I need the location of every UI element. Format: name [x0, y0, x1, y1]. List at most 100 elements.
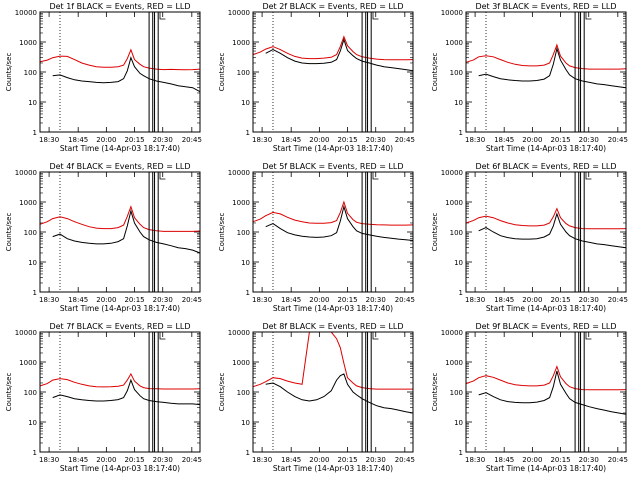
x-tick-label: 18:45 — [281, 296, 301, 304]
y-tick-label: 1 — [246, 449, 250, 457]
y-tick-label: 100 — [237, 389, 250, 397]
detector-panel-6: Det 6f BLACK = Events, RED = LLD Counts/s… — [431, 162, 628, 313]
panel-title: Det 7f BLACK = Events, RED = LLD — [49, 322, 190, 331]
y-tick-label: 100 — [24, 229, 37, 237]
y-tick-label: 10000 — [15, 169, 37, 177]
y-tick-label: 1000 — [445, 359, 463, 367]
x-tick-label: 20:30 — [153, 136, 173, 144]
series-line-events — [265, 37, 414, 72]
x-tick-label: 20:30 — [366, 456, 386, 464]
x-tick-label: 20:00 — [96, 456, 116, 464]
x-axis-label: Start Time (14-Apr-03 18:17:40) — [273, 304, 393, 313]
series-line-lld — [465, 43, 627, 70]
y-tick-label: 100 — [24, 69, 37, 77]
x-tick-label: 20:15 — [124, 456, 144, 464]
y-tick-label: 10 — [28, 419, 37, 427]
bracket-marker — [159, 12, 166, 20]
interval-box-marker — [361, 331, 367, 453]
series-line-events — [478, 370, 627, 415]
detector-panel-4: Det 4f BLACK = Events, RED = LLD Counts/s… — [5, 162, 202, 313]
x-tick-label: 20:00 — [522, 296, 542, 304]
x-tick-label: 20:00 — [522, 456, 542, 464]
interval-box-marker — [361, 11, 367, 133]
y-tick-label: 1 — [33, 289, 37, 297]
x-tick-label: 18:45 — [494, 296, 514, 304]
y-tick-label: 1 — [459, 129, 463, 137]
y-tick-label: 1000 — [19, 359, 37, 367]
x-tick-label: 18:45 — [281, 456, 301, 464]
interval-box-marker — [574, 331, 580, 453]
y-tick-label: 1 — [459, 449, 463, 457]
series-line-events — [265, 204, 414, 241]
x-tick-label: 20:45 — [608, 456, 628, 464]
plot-frame — [39, 171, 201, 293]
series-line-lld — [39, 205, 201, 232]
panel-title: Det 1f BLACK = Events, RED = LLD — [49, 2, 190, 11]
x-tick-label: 20:15 — [337, 136, 357, 144]
x-tick-label: 20:45 — [182, 296, 202, 304]
y-tick-label: 100 — [237, 69, 250, 77]
x-tick-label: 20:15 — [124, 296, 144, 304]
x-tick-label: 20:45 — [395, 296, 415, 304]
y-tick-label: 10 — [241, 99, 250, 107]
panel-title: Det 5f BLACK = Events, RED = LLD — [262, 162, 403, 171]
interval-box-marker — [574, 171, 580, 293]
y-tick-label: 10000 — [441, 329, 463, 337]
y-tick-label: 10000 — [228, 329, 250, 337]
x-tick-label: 20:45 — [182, 456, 202, 464]
x-tick-label: 20:45 — [395, 456, 415, 464]
y-tick-label: 10 — [454, 419, 463, 427]
plot-frame — [252, 11, 414, 133]
x-tick-label: 18:45 — [68, 456, 88, 464]
x-tick-label: 20:30 — [366, 296, 386, 304]
y-tick-label: 10000 — [441, 9, 463, 17]
x-tick-label: 20:00 — [522, 136, 542, 144]
y-axis-label: Counts/sec — [218, 213, 226, 252]
y-tick-label: 100 — [450, 69, 463, 77]
y-tick-label: 10 — [454, 259, 463, 267]
y-tick-label: 10000 — [228, 9, 250, 17]
x-tick-label: 20:30 — [153, 296, 173, 304]
series-line-events — [52, 209, 201, 254]
y-tick-label: 100 — [450, 229, 463, 237]
x-tick-label: 20:00 — [96, 136, 116, 144]
interval-box-marker — [580, 171, 585, 293]
x-tick-label: 18:45 — [281, 136, 301, 144]
detector-panel-2: Det 2f BLACK = Events, RED = LLD Counts/s… — [218, 2, 415, 153]
interval-box-marker — [574, 11, 580, 133]
y-axis-label: Counts/sec — [431, 373, 439, 412]
interval-box-marker — [580, 331, 585, 453]
x-axis-label: Start Time (14-Apr-03 18:17:40) — [486, 464, 606, 473]
interval-box-marker — [148, 171, 154, 293]
series-line-events — [478, 212, 627, 249]
plot-frame — [39, 331, 201, 453]
panel-title: Det 8f BLACK = Events, RED = LLD — [262, 322, 403, 331]
y-axis-label: Counts/sec — [431, 213, 439, 252]
bracket-marker — [585, 12, 592, 20]
x-tick-label: 20:30 — [366, 136, 386, 144]
x-tick-label: 18:30 — [465, 456, 485, 464]
y-tick-label: 10000 — [228, 169, 250, 177]
x-tick-label: 20:30 — [579, 456, 599, 464]
series-line-events — [265, 373, 414, 414]
y-tick-label: 10 — [241, 419, 250, 427]
series-line-lld — [252, 200, 414, 226]
x-tick-label: 20:15 — [550, 456, 570, 464]
interval-box-marker — [148, 331, 154, 453]
detector-panel-1: Det 1f BLACK = Events, RED = LLD Counts/s… — [5, 2, 202, 153]
series-line-lld — [252, 35, 414, 61]
y-tick-label: 1 — [246, 129, 250, 137]
y-axis-label: Counts/sec — [218, 53, 226, 92]
y-tick-label: 1 — [459, 289, 463, 297]
series-line-events — [478, 46, 627, 89]
x-axis-label: Start Time (14-Apr-03 18:17:40) — [273, 464, 393, 473]
interval-box-marker — [367, 171, 372, 293]
interval-box-marker — [154, 11, 159, 133]
plot-frame — [465, 171, 627, 293]
interval-box-marker — [361, 171, 367, 293]
x-tick-label: 20:45 — [182, 136, 202, 144]
y-tick-label: 1000 — [19, 39, 37, 47]
y-tick-label: 10000 — [15, 329, 37, 337]
bracket-marker — [585, 172, 592, 180]
